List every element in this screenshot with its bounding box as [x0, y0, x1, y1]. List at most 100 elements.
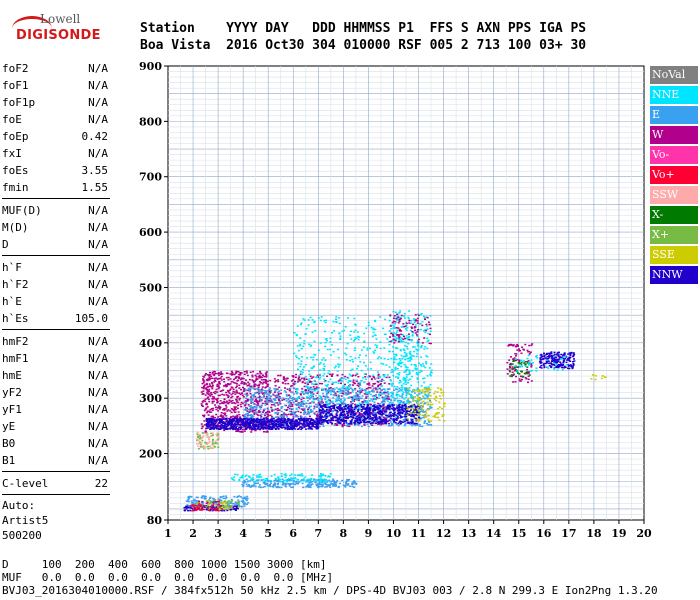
- data-point-e: [352, 398, 354, 401]
- data-point-w: [210, 375, 213, 377]
- data-point-nnw: [300, 428, 303, 431]
- data-point-e: [201, 495, 204, 497]
- data-point-nne: [365, 354, 367, 357]
- data-point-nnw: [291, 423, 294, 425]
- data-point-e: [289, 395, 292, 397]
- data-point-nnw: [354, 413, 357, 416]
- data-point-w: [316, 392, 319, 394]
- data-point-w: [210, 506, 213, 509]
- data-point-e: [404, 387, 407, 389]
- data-point-nnw: [306, 425, 309, 427]
- data-point-e: [249, 414, 252, 416]
- data-point-w: [266, 415, 269, 418]
- data-point-w: [297, 406, 300, 409]
- data-point-nne: [335, 318, 337, 320]
- data-point-w: [214, 417, 217, 419]
- data-point-e: [292, 412, 295, 415]
- data-point-nnw: [234, 505, 237, 508]
- data-point-e: [268, 392, 271, 394]
- data-point-e: [272, 484, 275, 487]
- data-point-e: [260, 405, 263, 408]
- data-point-e: [307, 421, 310, 423]
- data-point-nnw: [355, 415, 358, 418]
- data-point-e: [385, 399, 388, 401]
- data-point-nnw: [278, 420, 281, 423]
- data-point-w: [297, 410, 300, 413]
- data-point-e: [290, 486, 293, 489]
- data-point-w: [207, 414, 210, 416]
- data-point-w: [276, 413, 279, 415]
- data-point-e: [355, 407, 358, 410]
- data-point-nne: [311, 331, 314, 333]
- data-point-nne: [257, 479, 260, 481]
- data-point-w: [256, 404, 259, 406]
- data-point-nnw: [265, 420, 268, 423]
- data-point-nnw: [206, 421, 209, 424]
- data-point-w: [210, 391, 213, 394]
- data-point-e: [263, 390, 266, 392]
- data-point-w: [368, 413, 371, 415]
- data-point-nnw: [257, 427, 260, 429]
- data-point-nnw: [387, 405, 390, 407]
- data-point-w: [377, 402, 380, 405]
- data-point-nne: [295, 355, 298, 357]
- data-point-e: [405, 388, 408, 391]
- data-point-w: [206, 386, 209, 388]
- data-point-e: [282, 484, 284, 486]
- data-point-w: [204, 408, 207, 410]
- data-point-e: [196, 496, 199, 499]
- data-point-nnw: [315, 428, 318, 430]
- data-point-nne: [327, 475, 330, 477]
- data-point-e: [321, 485, 324, 488]
- data-point-e: [340, 416, 343, 419]
- data-point-nne: [347, 317, 350, 319]
- data-point-nnw: [359, 418, 361, 420]
- data-point-e: [371, 420, 374, 422]
- data-point-w: [321, 382, 324, 385]
- data-point-x+: [230, 505, 233, 507]
- data-point-nnw: [258, 420, 261, 422]
- data-point-nne: [407, 343, 410, 345]
- data-point-sse: [220, 506, 223, 508]
- data-point-e: [344, 399, 346, 401]
- data-point-e: [244, 498, 247, 500]
- data-point-w: [341, 425, 344, 428]
- data-point-e: [390, 394, 393, 397]
- data-point-w: [206, 501, 209, 504]
- data-point-w: [202, 414, 204, 417]
- data-point-w: [225, 400, 228, 402]
- data-point-w: [342, 390, 345, 392]
- data-point-nnw: [262, 422, 265, 424]
- data-point-nnw: [282, 421, 285, 424]
- data-point-w: [249, 408, 252, 411]
- data-point-e: [258, 484, 261, 486]
- data-point-w: [206, 378, 209, 380]
- data-point-e: [358, 398, 361, 400]
- data-point-nne: [298, 374, 301, 377]
- data-point-e: [263, 413, 266, 415]
- data-point-e: [423, 421, 426, 423]
- data-point-nne: [295, 407, 298, 410]
- data-point-e: [418, 423, 421, 426]
- data-point-nne: [315, 388, 318, 390]
- param-value: N/A: [88, 352, 108, 365]
- param-value: 0.42: [81, 130, 109, 143]
- data-point-nne: [416, 389, 419, 391]
- param-row: hmF1 N/A: [2, 350, 110, 367]
- data-point-w: [377, 385, 380, 388]
- data-point-nne: [376, 357, 379, 360]
- data-point-nnw: [312, 425, 314, 427]
- data-point-nne: [345, 353, 348, 356]
- data-point-e: [299, 404, 301, 406]
- data-point-nne: [345, 359, 348, 361]
- data-point-nnw: [260, 427, 263, 430]
- data-point-e: [211, 497, 214, 500]
- data-point-nnw: [303, 423, 306, 425]
- data-point-e: [252, 406, 255, 408]
- data-point-nnw: [287, 419, 290, 422]
- data-point-nne: [351, 358, 354, 361]
- data-point-e: [300, 416, 303, 419]
- data-point-w: [321, 389, 323, 391]
- data-point-w: [351, 414, 354, 417]
- data-point-nnw: [313, 426, 316, 428]
